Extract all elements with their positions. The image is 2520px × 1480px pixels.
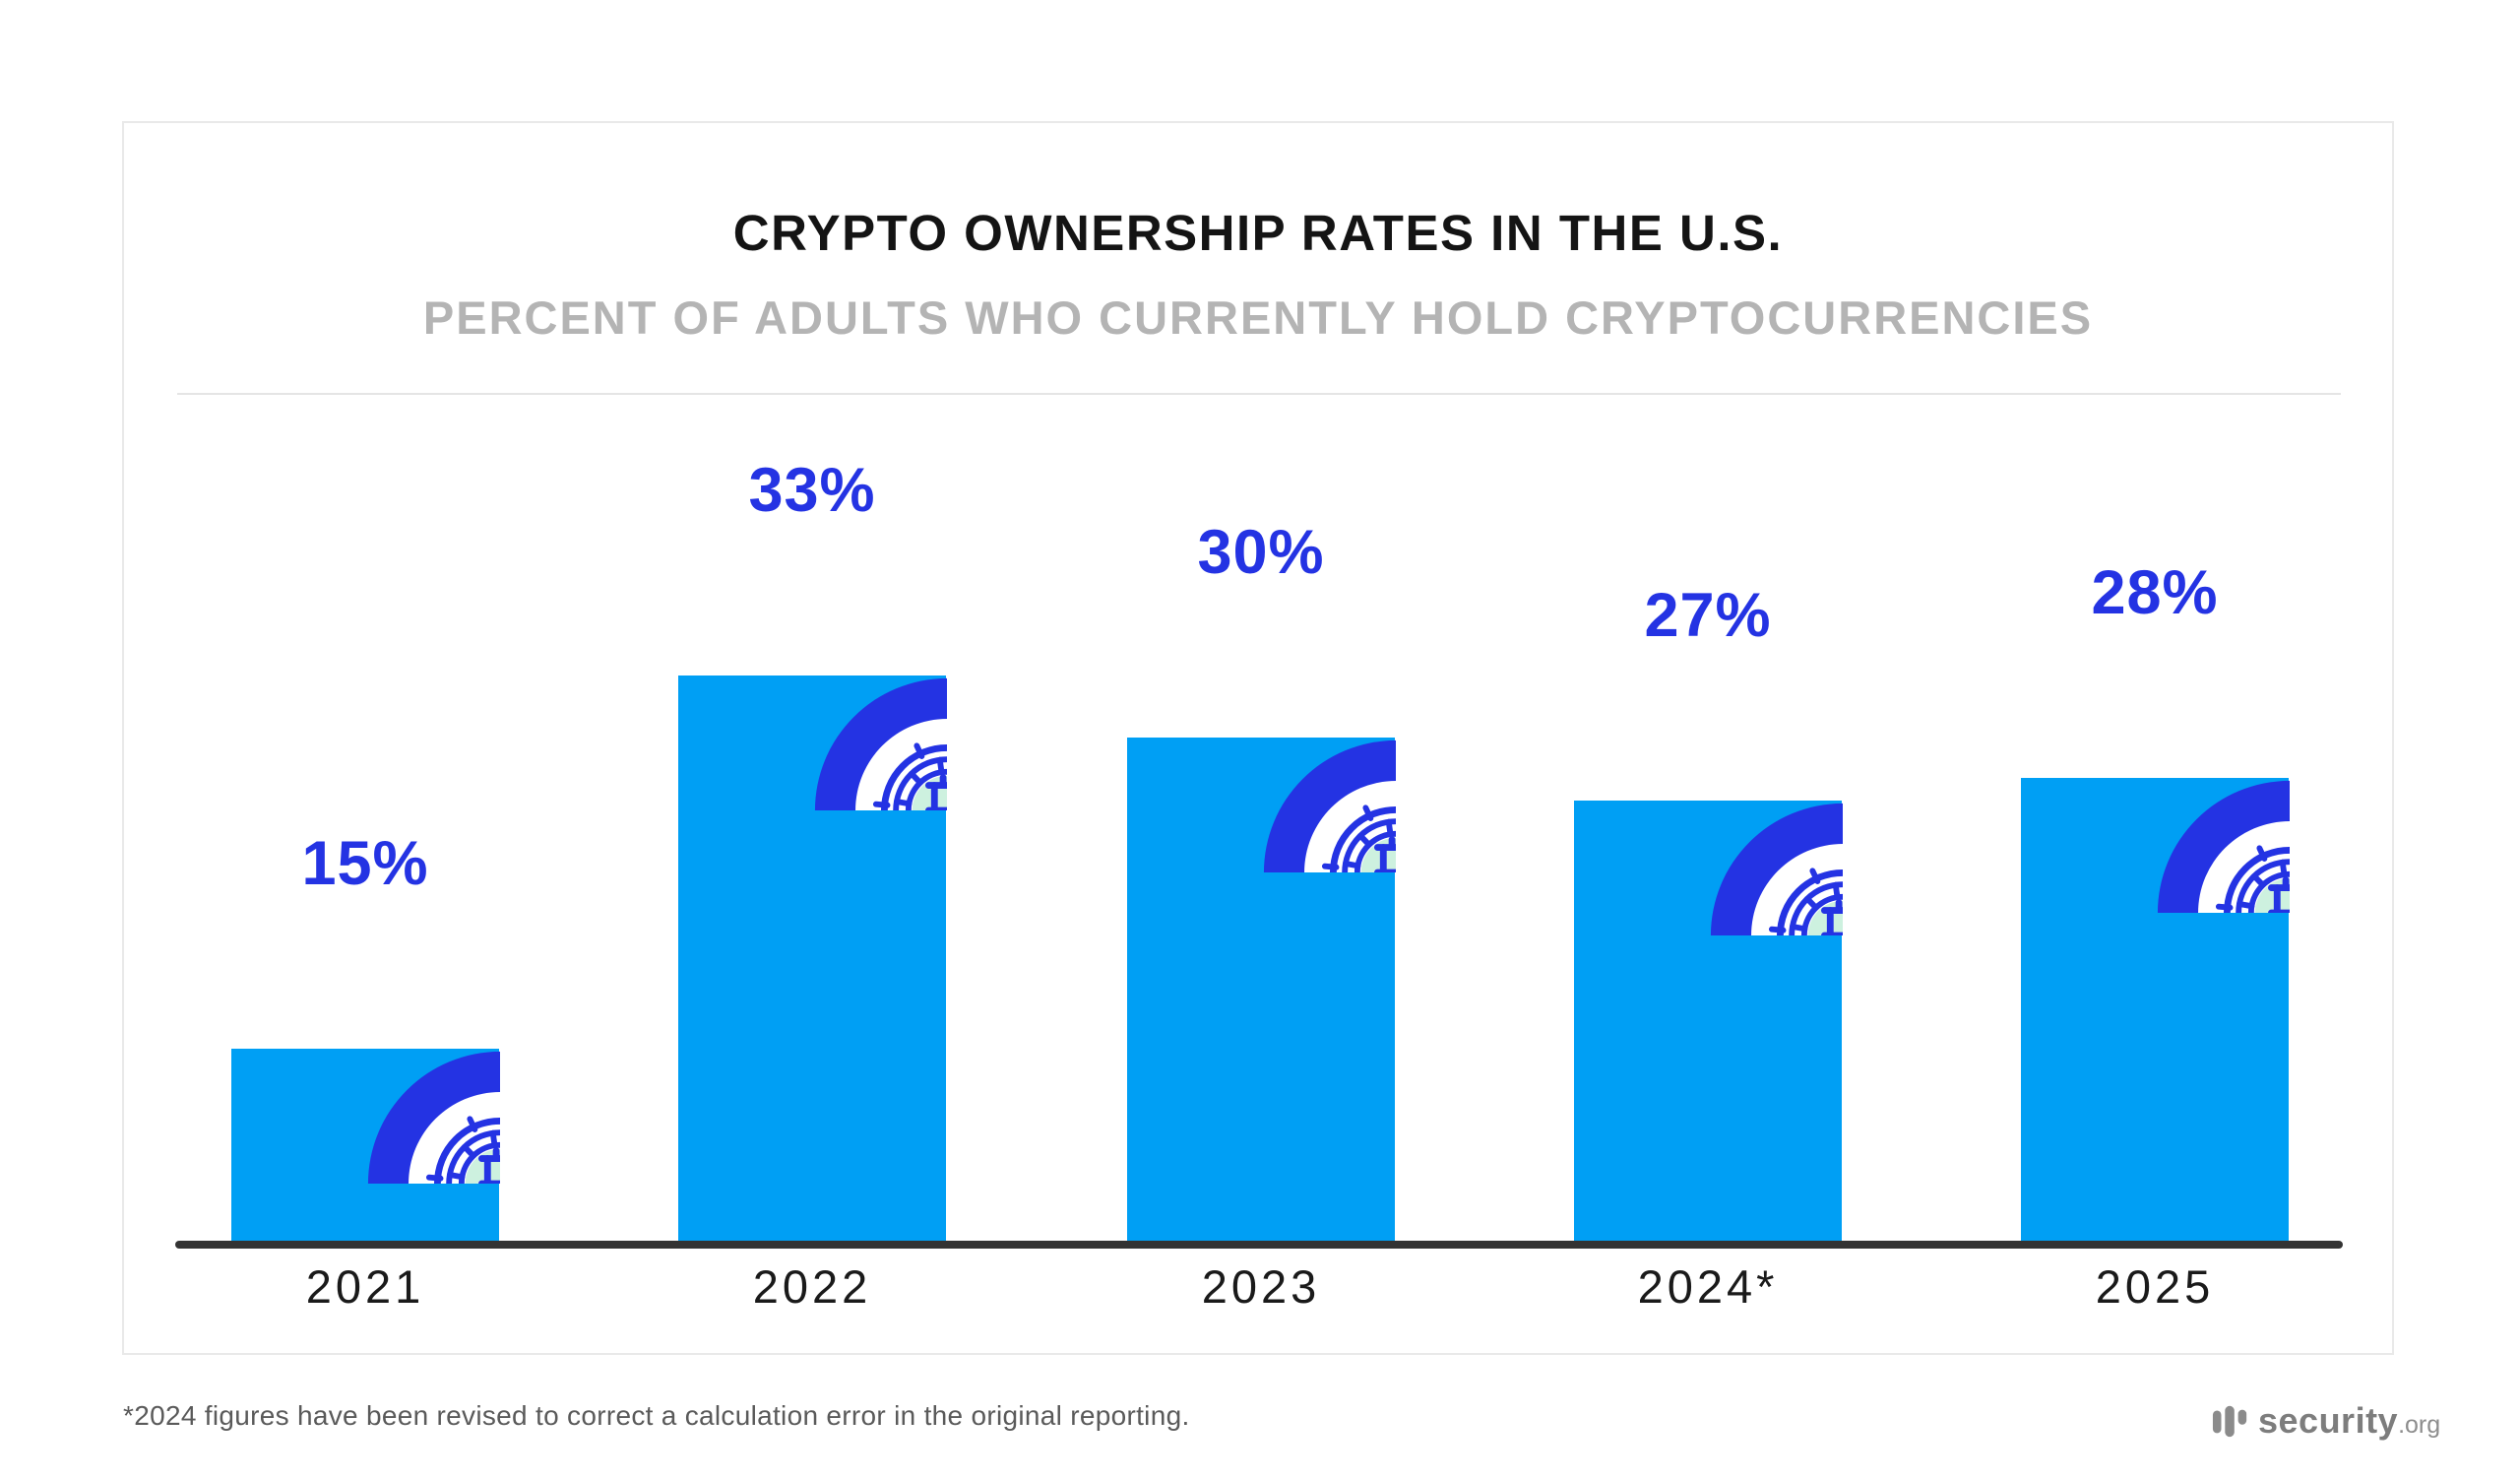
- chart-title: CRYPTO OWNERSHIP RATES IN THE U.S.: [732, 205, 1784, 261]
- x-axis-tick-label: 2025: [2095, 1260, 2215, 1313]
- x-axis-tick-label: 2022: [752, 1260, 872, 1313]
- bar-value-label: 15%: [301, 829, 429, 898]
- bitcoin-coin-icon: [677, 541, 947, 810]
- x-axis-tick-label: 2021: [305, 1260, 425, 1313]
- equalizer-bars-icon: [2212, 1405, 2247, 1438]
- bitcoin-coin-icon: [2020, 643, 2290, 913]
- footnote-text: *2024 figures have been revised to corre…: [123, 1400, 1190, 1431]
- bitcoin-coin-icon: [1126, 603, 1396, 872]
- x-axis-tick-label: 2023: [1201, 1260, 1321, 1313]
- bitcoin-coin-icon: [230, 914, 500, 1184]
- bar-value-label: 33%: [748, 456, 876, 525]
- x-axis-tick-label: 2024*: [1637, 1260, 1779, 1313]
- header-divider: [177, 393, 2341, 395]
- brand-tld: .org: [2398, 1410, 2441, 1439]
- bitcoin-coin-icon: [1573, 666, 1843, 935]
- bar-value-label: 28%: [2091, 558, 2219, 627]
- brand-logo: security .org: [2212, 1402, 2440, 1440]
- chart-subtitle: PERCENT OF ADULTS WHO CURRENTLY HOLD CRY…: [422, 291, 2094, 344]
- bar-value-label: 30%: [1197, 518, 1325, 587]
- bar-value-label: 27%: [1644, 581, 1772, 650]
- x-axis-line: [175, 1241, 2343, 1249]
- brand-name: security: [2258, 1400, 2399, 1441]
